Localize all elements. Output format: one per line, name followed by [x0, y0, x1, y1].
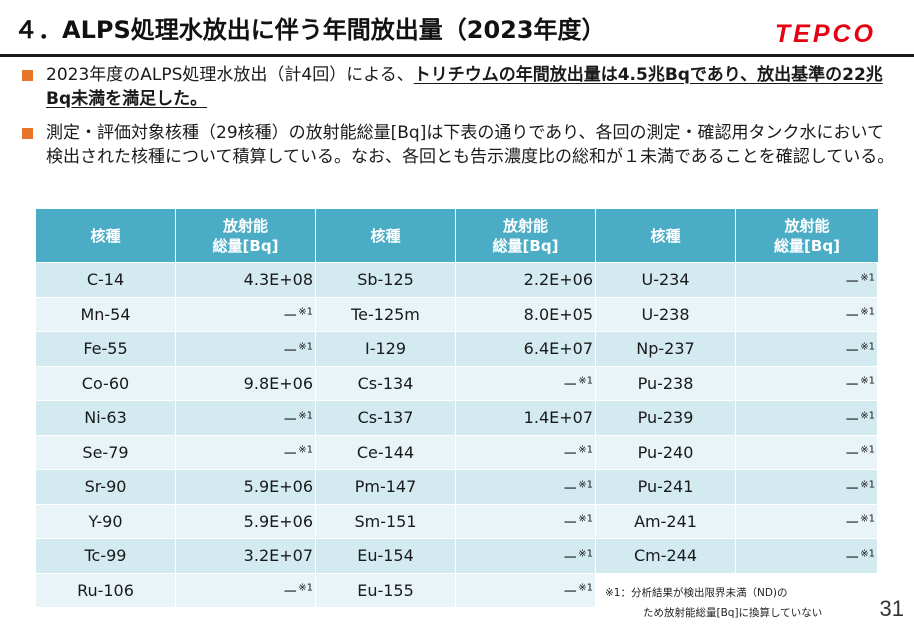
table-row: Ni-63 －※1 Cs-137 1.4E+07 Pu-239 －※1: [36, 400, 878, 435]
page-number: 31: [879, 596, 904, 621]
activity-cell: －※1: [176, 572, 316, 607]
nuclide-cell: Pu-241: [596, 469, 736, 504]
nuclide-cell: Pm-147: [316, 469, 456, 504]
header-activity: 放射能 総量[Bq]: [456, 209, 596, 262]
table-header-row: 核種 放射能 総量[Bq] 核種 放射能 総量[Bq] 核種 放射能 総量[Bq]: [36, 209, 878, 262]
nuclide-cell: Co-60: [36, 365, 176, 400]
table-row: Sr-90 5.9E+06 Pm-147 －※1 Pu-241 －※1: [36, 469, 878, 504]
nuclide-cell: Am-241: [596, 503, 736, 538]
nuclide-cell: Pu-240: [596, 434, 736, 469]
header-nuclide: 核種: [316, 209, 456, 262]
nuclide-cell: U-238: [596, 296, 736, 331]
nuclide-cell: Sm-151: [316, 503, 456, 538]
nuclide-cell: Pu-239: [596, 400, 736, 435]
activity-cell: 8.0E+05: [456, 296, 596, 331]
title-divider: [0, 54, 914, 57]
nuclide-cell: Te-125m: [316, 296, 456, 331]
activity-cell: －※1: [736, 400, 878, 435]
table-row: Fe-55 －※1 I-129 6.4E+07 Np-237 －※1: [36, 331, 878, 366]
activity-cell: 4.3E+08: [176, 262, 316, 297]
page-title: ４．ALPS処理水放出に伴う年間放出量（2023年度）: [14, 16, 606, 44]
table-row: Tc-99 3.2E+07 Eu-154 －※1 Cm-244 －※1: [36, 538, 878, 573]
activity-cell: －※1: [736, 538, 878, 573]
tepco-logo: TEPCO: [774, 20, 876, 48]
footnote-line-1: ※1：分析結果が検出限界未満（ND)の: [605, 587, 788, 599]
nuclide-cell: Eu-155: [316, 572, 456, 607]
activity-cell: －※1: [176, 331, 316, 366]
activity-cell: －※1: [456, 434, 596, 469]
activity-cell: 2.2E+06: [456, 262, 596, 297]
nuclide-cell: Tc-99: [36, 538, 176, 573]
table-row: C-14 4.3E+08 Sb-125 2.2E+06 U-234 －※1: [36, 262, 878, 297]
nuclide-cell: Y-90: [36, 503, 176, 538]
header-nuclide: 核種: [596, 209, 736, 262]
activity-cell: －※1: [736, 262, 878, 297]
nuclide-cell: Ni-63: [36, 400, 176, 435]
activity-cell: －※1: [736, 503, 878, 538]
activity-cell: －※1: [176, 434, 316, 469]
nuclide-cell: Eu-154: [316, 538, 456, 573]
activity-cell: 1.4E+07: [456, 400, 596, 435]
activity-cell: －※1: [456, 572, 596, 607]
footnote: ※1：分析結果が検出限界未満（ND)の ため放射能総量[Bq]に換算していない: [605, 583, 822, 623]
activity-cell: －※1: [736, 365, 878, 400]
nuclide-cell: [596, 572, 736, 607]
header-nuclide: 核種: [36, 209, 176, 262]
nuclide-cell: U-234: [596, 262, 736, 297]
activity-cell: －※1: [736, 331, 878, 366]
nuclide-cell: I-129: [316, 331, 456, 366]
table-row: Mn-54 －※1 Te-125m 8.0E+05 U-238 －※1: [36, 296, 878, 331]
header-activity: 放射能 総量[Bq]: [736, 209, 878, 262]
bullet-annual-release: 2023年度のALPS処理水放出（計4回）による、トリチウムの年間放出量は4.5…: [20, 63, 900, 111]
activity-cell: －※1: [176, 400, 316, 435]
nuclide-cell: Sb-125: [316, 262, 456, 297]
nuclide-cell: Cs-137: [316, 400, 456, 435]
activity-cell: －※1: [456, 469, 596, 504]
nuclide-cell: Pu-238: [596, 365, 736, 400]
square-bullet-icon: [22, 128, 33, 139]
footnote-line-2: ため放射能総量[Bq]に換算していない: [643, 607, 823, 619]
activity-cell: －※1: [456, 503, 596, 538]
bullet-1-emphasis: トリチウムの年間放出量は4.5兆Bqであり、放出基準の22兆Bq未満を満足した。: [46, 65, 883, 109]
table-row: Co-60 9.8E+06 Cs-134 －※1 Pu-238 －※1: [36, 365, 878, 400]
nuclide-cell: Fe-55: [36, 331, 176, 366]
bullet-measurement-summary: 測定・評価対象核種（29核種）の放射能総量[Bq]は下表の通りであり、各回の測定…: [20, 121, 900, 169]
nuclide-cell: Ce-144: [316, 434, 456, 469]
activity-cell: －※1: [736, 469, 878, 504]
activity-cell: 5.9E+06: [176, 469, 316, 504]
table-row: Ru-106 －※1 Eu-155 －※1: [36, 572, 878, 607]
activity-cell: 6.4E+07: [456, 331, 596, 366]
activity-cell: －※1: [736, 296, 878, 331]
header-activity: 放射能 総量[Bq]: [176, 209, 316, 262]
table-row: Y-90 5.9E+06 Sm-151 －※1 Am-241 －※1: [36, 503, 878, 538]
activity-cell: －※1: [176, 296, 316, 331]
nuclide-activity-table: 核種 放射能 総量[Bq] 核種 放射能 総量[Bq] 核種 放射能 総量[Bq] C…: [36, 209, 878, 607]
nuclide-cell: Np-237: [596, 331, 736, 366]
nuclide-cell: Mn-54: [36, 296, 176, 331]
nuclide-cell: Sr-90: [36, 469, 176, 504]
activity-cell: －※1: [456, 365, 596, 400]
bullet-2-text: 測定・評価対象核種（29核種）の放射能総量[Bq]は下表の通りであり、各回の測定…: [46, 123, 895, 167]
nuclide-cell: Se-79: [36, 434, 176, 469]
nuclide-cell: Ru-106: [36, 572, 176, 607]
activity-cell: －※1: [736, 434, 878, 469]
nuclide-cell: C-14: [36, 262, 176, 297]
nuclide-cell: Cm-244: [596, 538, 736, 573]
activity-cell: 5.9E+06: [176, 503, 316, 538]
activity-cell: 3.2E+07: [176, 538, 316, 573]
activity-cell: [736, 572, 878, 607]
nuclide-cell: Cs-134: [316, 365, 456, 400]
table-row: Se-79 －※1 Ce-144 －※1 Pu-240 －※1: [36, 434, 878, 469]
square-bullet-icon: [22, 70, 33, 81]
activity-cell: 9.8E+06: [176, 365, 316, 400]
activity-cell: －※1: [456, 538, 596, 573]
bullet-1-text: 2023年度のALPS処理水放出（計4回）による、: [46, 65, 414, 85]
